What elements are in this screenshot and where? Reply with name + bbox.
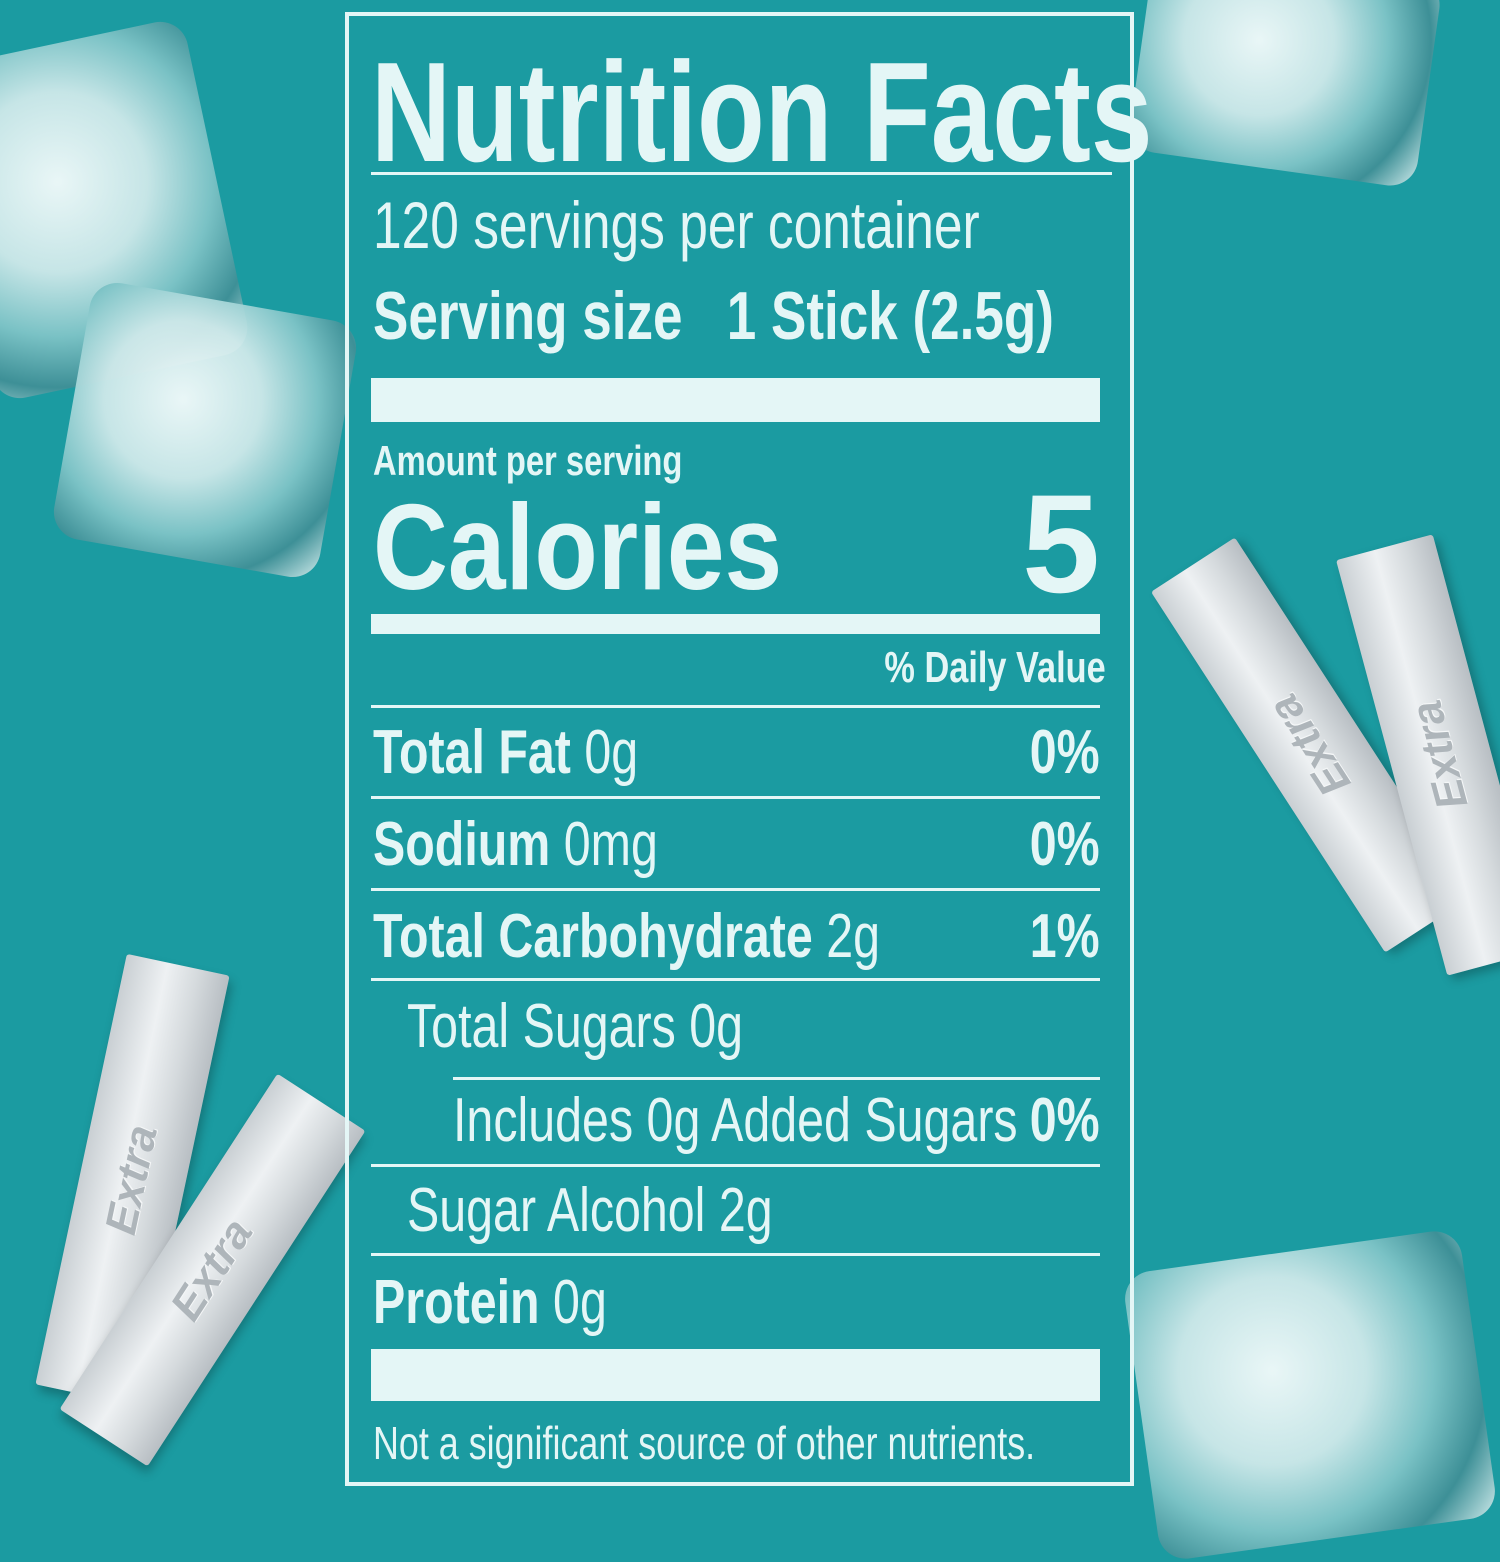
- nutrient-row-added-sugars: Includes 0g Added Sugars: [453, 1086, 1018, 1155]
- serving-size: Serving size 1 Stick (2.5g): [373, 282, 1054, 350]
- gum-wrapper-logo: Extra: [1259, 685, 1361, 805]
- divider: [371, 978, 1100, 981]
- ice-cube-image: [1126, 0, 1444, 190]
- dv-total-fat: 0%: [1030, 718, 1100, 787]
- serving-size-value: 1 Stick (2.5g): [726, 278, 1054, 354]
- dv-sodium: 0%: [1030, 810, 1100, 879]
- nutrient-row-total-sugars: Total Sugars 0g: [407, 992, 744, 1061]
- serving-size-label: Serving size: [373, 278, 683, 354]
- label-title: Nutrition Facts: [371, 33, 1153, 192]
- gum-wrapper-logo: Extra: [1401, 695, 1478, 815]
- divider: [453, 1077, 1100, 1080]
- divider: [371, 888, 1100, 891]
- divider: [371, 1253, 1100, 1256]
- footnote: Not a significant source of other nutrie…: [373, 1417, 1036, 1469]
- divider: [371, 705, 1100, 708]
- gum-wrapper-logo: Extra: [161, 1210, 263, 1330]
- divider: [371, 796, 1100, 799]
- nutrient-row-sodium: Sodium 0mg: [373, 810, 658, 879]
- calories-value: 5: [1022, 465, 1100, 622]
- medium-divider: [371, 614, 1100, 634]
- amount-per-serving: Amount per serving: [373, 437, 683, 484]
- ice-cube-image: [1121, 1227, 1499, 1562]
- nutrient-row-sugar-alcohol: Sugar Alcohol 2g: [407, 1176, 773, 1245]
- ice-cube-image: [49, 278, 361, 582]
- divider: [371, 172, 1112, 175]
- thick-divider: [371, 378, 1100, 422]
- dv-added-sugars: 0%: [1030, 1086, 1100, 1155]
- calories-label: Calories: [373, 479, 783, 615]
- nutrient-row-total-fat: Total Fat 0g: [373, 718, 639, 787]
- daily-value-header: % Daily Value: [884, 643, 1106, 692]
- divider: [371, 1164, 1100, 1167]
- thick-divider: [371, 1349, 1100, 1401]
- nutrient-row-protein: Protein 0g: [373, 1268, 607, 1337]
- dv-total-carbohydrate: 1%: [1030, 902, 1100, 971]
- gum-wrapper-logo: Extra: [96, 1120, 168, 1239]
- nutrient-row-total-carbohydrate: Total Carbohydrate 2g: [373, 902, 881, 971]
- servings-per-container: 120 servings per container: [373, 188, 980, 262]
- nutrition-facts-label: Nutrition Facts 120 servings per contain…: [345, 12, 1152, 1486]
